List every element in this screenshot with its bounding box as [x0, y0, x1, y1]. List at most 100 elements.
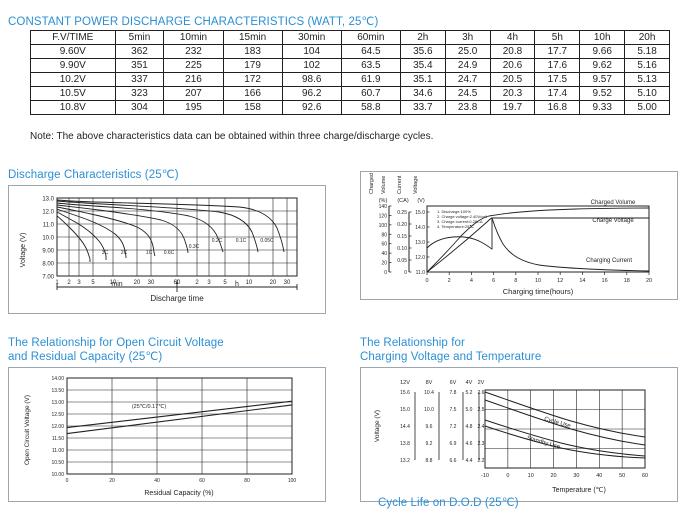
table-col-header: 10h	[579, 30, 626, 45]
charging-axis-tick: 0.15	[397, 234, 407, 240]
cvt-axis-tick: 6.9	[450, 441, 457, 447]
charging-axis-tick: 120	[379, 213, 388, 219]
table-cell: 166	[222, 86, 283, 101]
cvt-axis-header: 12V	[400, 380, 410, 386]
ocv-x-tick: 80	[244, 478, 250, 484]
cvt-axis-tick: 7.2	[450, 424, 457, 430]
discharge-x-tick: 2	[195, 280, 199, 286]
cvt-axis-tick: 2.6	[478, 390, 485, 396]
charging-note: 2. Charge voltage:2.40V/cell	[437, 214, 487, 219]
cvt-chart-frame: Voltage (V) 12V 8V 6V 4V 2V 15.6 15.0 14.4 13.8…	[360, 367, 678, 502]
cvt-axis-tick: 10.4	[424, 390, 434, 396]
charging-x-tick: 10	[535, 278, 541, 284]
discharge-curve-label: 3C	[102, 250, 109, 256]
cycle-life-title: Cycle Life on D.O.D (25℃)	[378, 497, 519, 509]
table-col-header: 15min	[222, 30, 283, 45]
charging-axis-unit-v: (V)	[417, 198, 425, 204]
table-cell: 232	[163, 44, 224, 59]
table-cell: 9.57	[579, 72, 626, 87]
ocv-y-tick: 10.00	[51, 472, 64, 478]
charging-axis-name-charged-volume: Charged	[369, 173, 375, 194]
cvt-axis-header: 4V	[466, 380, 473, 386]
ocv-y-tick: 14.00	[51, 376, 64, 382]
table-cell: 24.7	[444, 72, 491, 87]
charging-axis-unit-ca: (CA)	[397, 198, 408, 204]
cvt-title-line2: Charging Voltage and Temperature	[360, 351, 542, 363]
table-col-header: 30min	[281, 30, 342, 45]
cvt-x-tick: 0	[506, 473, 509, 479]
charging-note: 1. Discharge:100%	[437, 209, 471, 214]
discharge-x-tick: 10	[110, 280, 117, 286]
table-row: 10.5V 323 207 166 96.2 60.7 34.6 24.5 20.3 17.4 9.…	[30, 86, 670, 101]
cvt-x-tick: 50	[619, 473, 625, 479]
ocv-y-tick: 12.00	[51, 424, 64, 430]
table-cell: 5.13	[624, 72, 670, 87]
charging-x-tick: 4	[470, 278, 473, 284]
table-cell: 25.0	[444, 44, 491, 59]
table-cell: 102	[281, 58, 342, 73]
table-row: 10.8V 304 195 158 92.6 58.8 33.7 23.8 19.7 16.8 9.…	[30, 100, 670, 115]
discharge-x-tick: 30	[148, 280, 155, 286]
charging-curve-labels: Charged Volume Charge Voltage Charging Cur…	[586, 200, 636, 264]
table-cell: 323	[114, 86, 165, 101]
discharge-unit-min: min	[111, 281, 122, 288]
ocv-title-line1: The Relationship for Open Circuit Voltag…	[8, 337, 224, 349]
table-header-row: F.V/TIME 5min 10min 15min 30min 60min 2h 3h 4h 5h…	[30, 30, 670, 45]
ocv-y-tick: 11.50	[52, 436, 64, 442]
cvt-axis-tick: 7.5	[450, 407, 457, 413]
charging-note: 3. Charge current:0.28CA	[437, 219, 483, 224]
charging-axis-unit-percent: (%)	[379, 198, 388, 204]
table-col-header: 60min	[340, 30, 401, 45]
charging-axis-tick: 12.0	[415, 255, 425, 261]
ocv-y-tick: 13.50	[51, 388, 64, 394]
discharge-x-tick: 5	[223, 280, 227, 286]
cvt-axis-tick: 2.5	[478, 407, 485, 413]
discharge-y-tick: 9.00	[42, 249, 54, 255]
charging-curves	[426, 207, 650, 273]
charging-axis-tick: 0.05	[397, 258, 407, 264]
table-row: 9.90V 351 225 179 102 63.5 35.4 24.9 20.6 17.6 9.6…	[30, 58, 670, 73]
discharge-y-axis-label: Voltage (V)	[20, 233, 27, 268]
discharge-x-tick: 1	[55, 280, 59, 286]
table-cell: 16.8	[534, 100, 581, 115]
ocv-x-ticks: 0 20 40 60 80 100	[66, 478, 297, 484]
table-col-header: 5h	[534, 30, 581, 45]
charging-axis-tick: 20	[381, 261, 387, 267]
charging-axis-tick: 0	[384, 270, 387, 276]
charging-axis-tick: 40	[381, 251, 387, 257]
table-cell: 337	[114, 72, 165, 87]
ocv-y-tick: 12.50	[51, 412, 64, 418]
charging-x-tick: 2	[448, 278, 451, 284]
ocv-y-tick: 11.00	[52, 448, 64, 454]
table-cell-fv: 10.2V	[30, 72, 116, 87]
table-cell: 24.5	[444, 86, 491, 101]
table-cell: 207	[163, 86, 224, 101]
charging-characteristics-panel: Charged Volume Current Voltage (%) (CA) …	[360, 168, 678, 300]
ocv-annotation: (25℃/0.17℃)	[132, 404, 167, 410]
ocv-x-tick: 20	[109, 478, 115, 484]
cvt-axis-tick: 4.6	[466, 441, 473, 447]
discharge-curve-label: 0.3C	[189, 244, 200, 250]
cvt-x-axis-label: Temperature (℃)	[552, 487, 606, 494]
discharge-x-tick: 2	[67, 280, 71, 286]
table-cell: 104	[281, 44, 342, 59]
table-row: 9.60V 362 232 183 104 64.5 35.6 25.0 20.8 17.7 9.6…	[30, 44, 670, 59]
cvt-axis-tick: 4.4	[466, 458, 473, 464]
discharge-curve-label: 1C	[146, 250, 153, 256]
table-cell: 20.8	[489, 44, 536, 59]
cvt-axis-tick: 5.0	[466, 407, 473, 413]
charging-axis-tick: 11.0	[416, 270, 426, 276]
table-cell: 304	[114, 100, 165, 115]
charging-axis-tick: 0	[404, 270, 407, 276]
charging-notes: 1. Discharge:100%2. Charge voltage:2.40V…	[437, 209, 487, 229]
cvt-x-tick: 20	[551, 473, 557, 479]
ocv-curves	[66, 400, 293, 435]
table-cell: 17.6	[534, 58, 581, 73]
table-cell: 9.66	[579, 44, 626, 59]
table-cell-fv: 10.5V	[30, 86, 116, 101]
discharge-y-tick: 12.0	[42, 210, 54, 216]
table-cell: 5.00	[624, 100, 670, 115]
cvt-axis-header: 2V	[478, 380, 485, 386]
charging-axis-tick: 0.10	[397, 246, 407, 252]
cvt-axis-tick: 8.8	[426, 458, 433, 464]
